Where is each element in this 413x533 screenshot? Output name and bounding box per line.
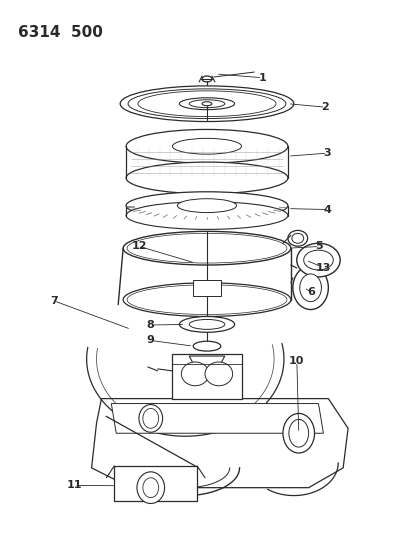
Text: 6314  500: 6314 500	[17, 25, 102, 39]
Polygon shape	[189, 356, 224, 371]
Polygon shape	[111, 403, 323, 433]
Text: 9: 9	[145, 335, 153, 345]
Ellipse shape	[204, 362, 232, 386]
Text: 13: 13	[315, 263, 330, 272]
Text: 12: 12	[131, 241, 147, 252]
Ellipse shape	[299, 274, 320, 302]
Ellipse shape	[126, 162, 287, 194]
Ellipse shape	[193, 341, 220, 351]
Ellipse shape	[189, 100, 224, 108]
Text: 1: 1	[258, 72, 266, 83]
Ellipse shape	[177, 199, 236, 213]
Ellipse shape	[202, 102, 211, 106]
Text: 3: 3	[323, 148, 330, 158]
Text: 10: 10	[288, 357, 304, 367]
Ellipse shape	[179, 98, 234, 110]
Text: 8: 8	[146, 320, 153, 330]
Ellipse shape	[296, 243, 339, 277]
Text: 6: 6	[306, 287, 314, 297]
Ellipse shape	[120, 86, 293, 122]
Ellipse shape	[137, 472, 164, 504]
Ellipse shape	[123, 231, 290, 265]
Ellipse shape	[287, 230, 307, 246]
Ellipse shape	[189, 319, 224, 329]
Text: 11: 11	[66, 480, 82, 490]
Ellipse shape	[139, 405, 162, 432]
FancyBboxPatch shape	[114, 466, 197, 500]
Ellipse shape	[126, 192, 287, 220]
Ellipse shape	[126, 130, 287, 163]
Text: 7: 7	[50, 296, 57, 306]
FancyBboxPatch shape	[193, 280, 220, 296]
Ellipse shape	[181, 362, 209, 386]
Ellipse shape	[179, 317, 234, 332]
Text: 5: 5	[315, 241, 323, 252]
Text: 2: 2	[321, 102, 328, 112]
Ellipse shape	[172, 139, 241, 154]
Ellipse shape	[303, 250, 332, 270]
Ellipse shape	[126, 201, 287, 229]
Ellipse shape	[202, 76, 211, 82]
Text: 4: 4	[323, 205, 331, 215]
Ellipse shape	[292, 266, 328, 310]
Ellipse shape	[282, 414, 314, 453]
Polygon shape	[91, 399, 347, 488]
FancyBboxPatch shape	[172, 354, 241, 399]
Ellipse shape	[123, 283, 290, 317]
